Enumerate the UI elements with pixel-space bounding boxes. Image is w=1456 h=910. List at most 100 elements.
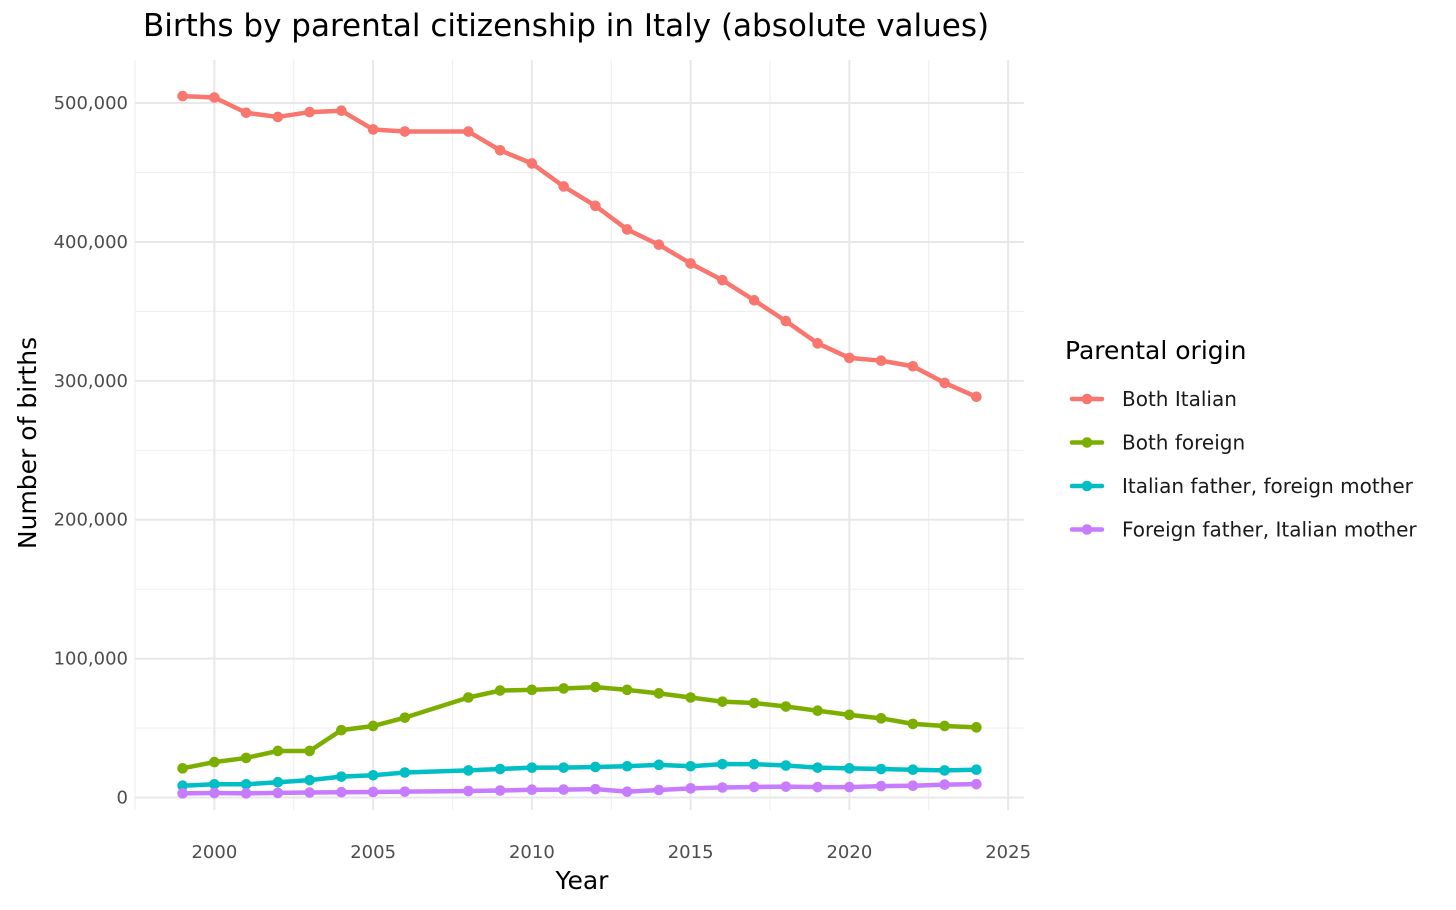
data-point — [971, 722, 982, 733]
legend-label: Foreign father, Italian mother — [1122, 518, 1417, 542]
series-both-italian — [177, 90, 982, 403]
series-line — [180, 93, 979, 400]
data-point — [336, 105, 347, 116]
data-point — [399, 786, 411, 797]
data-point — [971, 391, 982, 403]
data-point — [748, 758, 760, 770]
data-point — [526, 158, 538, 169]
data-point — [494, 763, 506, 775]
y-tick-label: 300,000 — [54, 371, 128, 392]
legend-item: Both foreign — [1069, 431, 1245, 455]
data-point — [209, 787, 220, 799]
legend-key-point — [1081, 437, 1093, 448]
data-point — [875, 355, 887, 366]
x-tick-label: 2010 — [509, 842, 555, 863]
data-point — [590, 681, 601, 693]
x-tick-label: 2005 — [350, 842, 396, 863]
data-point — [717, 758, 728, 770]
data-point — [526, 684, 538, 696]
data-point — [272, 745, 284, 757]
data-point — [209, 756, 220, 768]
data-point — [717, 274, 728, 286]
data-point — [748, 697, 760, 709]
legend-label: Both Italian — [1122, 387, 1237, 411]
data-point — [780, 781, 792, 792]
data-point — [939, 765, 950, 776]
data-point — [304, 774, 315, 786]
data-point — [526, 762, 538, 773]
data-point — [875, 780, 887, 792]
data-point — [463, 126, 474, 137]
y-tick-label: 100,000 — [54, 649, 128, 670]
y-tick-label: 400,000 — [54, 232, 128, 253]
data-point — [336, 771, 347, 782]
data-point — [812, 781, 823, 793]
data-point — [653, 239, 665, 251]
y-tick-label: 0 — [117, 788, 128, 809]
data-point — [240, 752, 252, 764]
y-tick-label: 500,000 — [54, 93, 128, 114]
data-point — [653, 759, 665, 771]
data-point — [558, 762, 569, 773]
data-point — [463, 692, 474, 703]
data-point — [621, 760, 633, 772]
data-point — [304, 787, 315, 798]
data-point — [463, 765, 474, 776]
data-point — [367, 786, 379, 798]
data-point — [717, 696, 728, 707]
x-tick-label: 2015 — [668, 842, 714, 863]
legend-key-point — [1081, 393, 1093, 405]
data-point — [685, 258, 696, 269]
data-point — [844, 763, 855, 774]
chart-title: Births by parental citizenship in Italy … — [143, 8, 989, 44]
data-point — [367, 124, 379, 135]
data-point — [558, 784, 569, 795]
data-point — [304, 106, 315, 118]
data-point — [590, 761, 601, 773]
legend-title: Parental origin — [1065, 336, 1246, 365]
data-point — [621, 684, 633, 696]
series-line — [180, 781, 979, 796]
data-point — [685, 783, 696, 794]
data-point — [717, 782, 728, 793]
data-point — [812, 705, 823, 716]
data-point — [177, 763, 188, 774]
legend-item: Foreign father, Italian mother — [1069, 518, 1417, 542]
data-point — [240, 788, 252, 799]
data-point — [399, 767, 411, 778]
data-point — [844, 709, 855, 721]
data-point — [907, 780, 919, 791]
data-point — [685, 760, 696, 772]
legend-label: Both foreign — [1122, 431, 1245, 455]
data-point — [780, 760, 792, 771]
x-tick-label: 2020 — [826, 842, 872, 863]
series-foreign-father-italian-mother — [177, 778, 982, 799]
data-point — [812, 338, 823, 349]
data-point — [907, 764, 919, 776]
data-point — [367, 769, 379, 781]
data-point — [558, 683, 569, 694]
series-line — [180, 761, 979, 788]
data-point — [939, 377, 950, 389]
data-point — [939, 779, 950, 790]
data-point — [399, 126, 411, 137]
data-point — [780, 315, 792, 327]
legend-items: Both Italian Both foreign Italian father, … — [1069, 387, 1417, 542]
data-point — [844, 781, 855, 793]
data-point — [494, 685, 506, 696]
data-point — [526, 784, 538, 796]
data-point — [875, 713, 887, 724]
axis-ticks: 2000 2005 2010 2015 2020 2025 0 100,000 200,000 3… — [54, 93, 1031, 863]
legend-key-point — [1081, 524, 1093, 535]
legend-label: Italian father, foreign mother — [1122, 474, 1414, 498]
legend: Parental origin Both Italian Both foreign… — [1065, 336, 1417, 542]
data-point — [463, 785, 474, 797]
legend-item: Italian father, foreign mother — [1069, 474, 1414, 498]
data-point — [367, 720, 379, 732]
data-point — [304, 745, 315, 757]
data-point — [558, 181, 569, 192]
data-point — [844, 352, 855, 364]
data-point — [907, 360, 919, 372]
data-point — [209, 92, 220, 103]
